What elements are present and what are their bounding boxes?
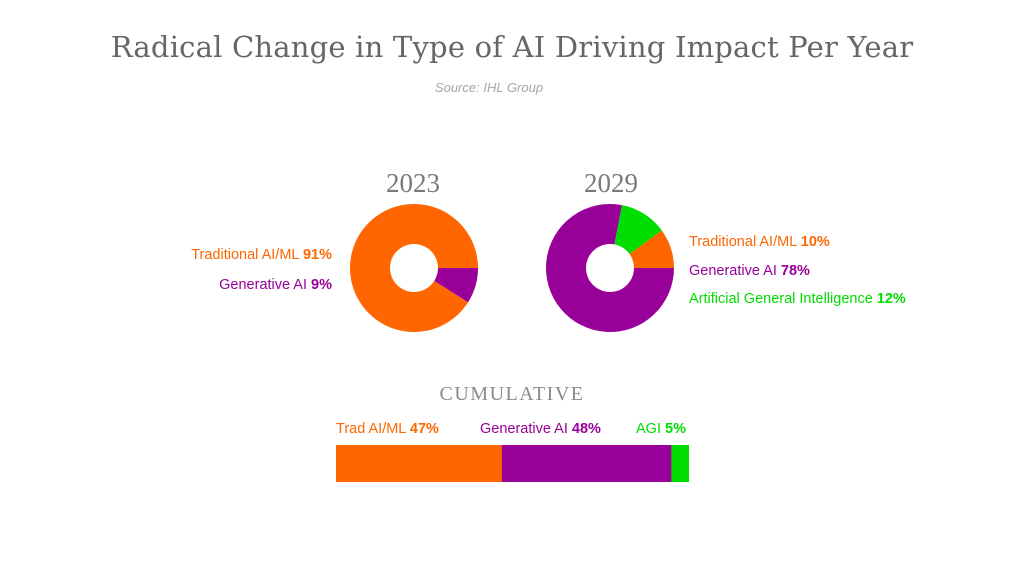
legend-2023-generative-value: 9% [311,277,332,293]
cumulative-title: CUMULATIVE [439,383,585,405]
cumulative-bar-segment-trad-ai-ml [336,445,503,482]
cumulative-generative-value: 48% [571,421,601,437]
donut-2029-slice-generative-ai [546,204,674,332]
legend-2029-agi-label: Artificial General Intelligence [689,291,873,307]
legend-2023-generative: Generative AI 9% [40,276,332,294]
legend-2029-traditional-value: 10% [800,234,830,250]
cumulative-traditional-label: Trad AI/ML [336,421,406,437]
chart-title: Radical Change in Type of AI Driving Imp… [110,30,914,64]
legend-2029-agi: Artificial General Intelligence 12% [689,290,1019,308]
legend-2029-traditional: Traditional AI/ML 10% [689,233,1019,251]
cumulative-label-generative: Generative AI 48% [480,421,601,437]
donut-2023-slice-traditional-ai-ml [350,204,478,332]
donut-2029-slice-traditional-ai-ml [629,230,674,268]
donut-2023-slice-generative-ai [434,268,478,303]
cumulative-agi-value: 5% [665,421,686,437]
legend-2023-generative-label: Generative AI [219,277,307,293]
donut-2029-slice-artificial-general-intelligence [614,205,662,254]
legend-2029-agi-value: 12% [876,291,906,307]
legend-2023-traditional: Traditional AI/ML 91% [40,246,332,264]
legend-2029-traditional-label: Traditional AI/ML [689,234,797,250]
legend-2029-generative-label: Generative AI [689,263,777,279]
legend-2029-generative: Generative AI 78% [689,262,1019,280]
legend-2029-generative-value: 78% [780,263,810,279]
chart-source: Source: IHL Group [434,80,544,95]
year-2029-label: 2029 [584,168,638,198]
cumulative-label-agi: AGI 5% [636,421,686,437]
cumulative-label-traditional: Trad AI/ML 47% [336,421,439,437]
donut-2023 [350,204,478,332]
cumulative-bar [336,445,689,482]
cumulative-generative-label: Generative AI [480,421,568,437]
donut-2029 [546,204,674,332]
cumulative-bar-segment-agi [671,445,689,482]
cumulative-traditional-value: 47% [409,421,439,437]
legend-2023-traditional-value: 91% [302,247,332,263]
year-2023-label: 2023 [386,168,440,198]
cumulative-agi-label: AGI [636,421,661,437]
legend-2023-traditional-label: Traditional AI/ML [191,247,299,263]
cumulative-bar-segment-generative-ai [501,445,672,482]
